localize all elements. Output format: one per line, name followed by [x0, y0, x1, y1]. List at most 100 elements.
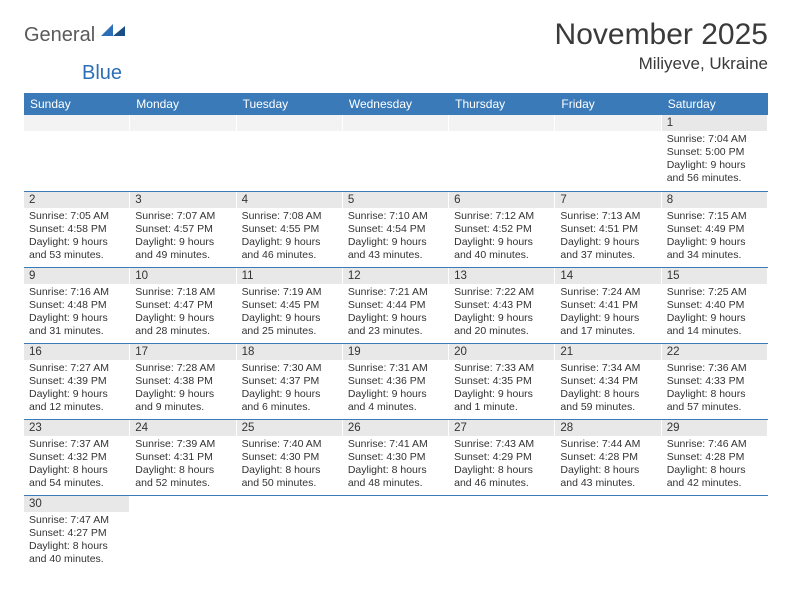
day-number: 1	[662, 115, 768, 131]
day-details: Sunrise: 7:05 AMSunset: 4:58 PMDaylight:…	[24, 208, 130, 267]
day-number: 19	[343, 344, 449, 360]
day-details: Sunrise: 7:43 AMSunset: 4:29 PMDaylight:…	[449, 436, 555, 495]
calendar-cell: 21Sunrise: 7:34 AMSunset: 4:34 PMDayligh…	[555, 343, 661, 419]
calendar-cell: 19Sunrise: 7:31 AMSunset: 4:36 PMDayligh…	[343, 343, 449, 419]
sunset-line: Sunset: 4:41 PM	[560, 299, 656, 312]
day-number: 8	[662, 192, 768, 208]
day-number: 27	[449, 420, 555, 436]
calendar-cell: 9Sunrise: 7:16 AMSunset: 4:48 PMDaylight…	[24, 267, 130, 343]
day-number: 21	[555, 344, 661, 360]
daylight-line: Daylight: 8 hours and 48 minutes.	[348, 464, 444, 490]
day-header: Sunday	[24, 93, 130, 115]
sunrise-line: Sunrise: 7:19 AM	[242, 286, 338, 299]
day-details: Sunrise: 7:13 AMSunset: 4:51 PMDaylight:…	[555, 208, 661, 267]
sunset-line: Sunset: 4:44 PM	[348, 299, 444, 312]
sunrise-line: Sunrise: 7:24 AM	[560, 286, 656, 299]
daylight-line: Daylight: 8 hours and 52 minutes.	[135, 464, 231, 490]
daylight-line: Daylight: 9 hours and 20 minutes.	[454, 312, 550, 338]
calendar-cell	[130, 495, 236, 571]
day-number: 18	[237, 344, 343, 360]
calendar-week: 16Sunrise: 7:27 AMSunset: 4:39 PMDayligh…	[24, 343, 768, 419]
daylight-line: Daylight: 9 hours and 34 minutes.	[667, 236, 763, 262]
sunset-line: Sunset: 4:45 PM	[242, 299, 338, 312]
day-details: Sunrise: 7:33 AMSunset: 4:35 PMDaylight:…	[449, 360, 555, 419]
sunset-line: Sunset: 4:35 PM	[454, 375, 550, 388]
day-details: Sunrise: 7:28 AMSunset: 4:38 PMDaylight:…	[130, 360, 236, 419]
day-header: Tuesday	[237, 93, 343, 115]
day-header-row: Sunday Monday Tuesday Wednesday Thursday…	[24, 93, 768, 115]
day-details: Sunrise: 7:16 AMSunset: 4:48 PMDaylight:…	[24, 284, 130, 343]
month-title: November 2025	[555, 18, 768, 52]
calendar-cell	[662, 495, 768, 571]
calendar-week: 9Sunrise: 7:16 AMSunset: 4:48 PMDaylight…	[24, 267, 768, 343]
sunrise-line: Sunrise: 7:21 AM	[348, 286, 444, 299]
daylight-line: Daylight: 9 hours and 28 minutes.	[135, 312, 231, 338]
day-details: Sunrise: 7:39 AMSunset: 4:31 PMDaylight:…	[130, 436, 236, 495]
day-number: 9	[24, 268, 130, 284]
day-details: Sunrise: 7:21 AMSunset: 4:44 PMDaylight:…	[343, 284, 449, 343]
day-number-empty	[449, 115, 555, 131]
day-number: 25	[237, 420, 343, 436]
day-details: Sunrise: 7:44 AMSunset: 4:28 PMDaylight:…	[555, 436, 661, 495]
daylight-line: Daylight: 9 hours and 56 minutes.	[667, 159, 763, 185]
daylight-line: Daylight: 8 hours and 40 minutes.	[29, 540, 125, 566]
day-header: Monday	[130, 93, 236, 115]
day-number: 10	[130, 268, 236, 284]
logo: General	[24, 24, 129, 47]
daylight-line: Daylight: 9 hours and 31 minutes.	[29, 312, 125, 338]
sunset-line: Sunset: 4:33 PM	[667, 375, 763, 388]
calendar-week: 2Sunrise: 7:05 AMSunset: 4:58 PMDaylight…	[24, 191, 768, 267]
calendar-cell	[343, 115, 449, 191]
daylight-line: Daylight: 8 hours and 42 minutes.	[667, 464, 763, 490]
calendar-cell	[130, 115, 236, 191]
daylight-line: Daylight: 9 hours and 25 minutes.	[242, 312, 338, 338]
calendar-cell: 16Sunrise: 7:27 AMSunset: 4:39 PMDayligh…	[24, 343, 130, 419]
sunrise-line: Sunrise: 7:40 AM	[242, 438, 338, 451]
daylight-line: Daylight: 9 hours and 17 minutes.	[560, 312, 656, 338]
daylight-line: Daylight: 9 hours and 23 minutes.	[348, 312, 444, 338]
day-details: Sunrise: 7:37 AMSunset: 4:32 PMDaylight:…	[24, 436, 130, 495]
day-number: 16	[24, 344, 130, 360]
daylight-line: Daylight: 9 hours and 9 minutes.	[135, 388, 231, 414]
daylight-line: Daylight: 8 hours and 46 minutes.	[454, 464, 550, 490]
calendar-cell: 6Sunrise: 7:12 AMSunset: 4:52 PMDaylight…	[449, 191, 555, 267]
calendar-cell: 3Sunrise: 7:07 AMSunset: 4:57 PMDaylight…	[130, 191, 236, 267]
calendar-cell: 15Sunrise: 7:25 AMSunset: 4:40 PMDayligh…	[662, 267, 768, 343]
calendar-page: General November 2025 Miliyeve, Ukraine …	[0, 0, 792, 589]
calendar-cell: 22Sunrise: 7:36 AMSunset: 4:33 PMDayligh…	[662, 343, 768, 419]
sunset-line: Sunset: 4:27 PM	[29, 527, 125, 540]
sunset-line: Sunset: 4:32 PM	[29, 451, 125, 464]
day-number: 28	[555, 420, 661, 436]
day-number: 7	[555, 192, 661, 208]
sunset-line: Sunset: 4:28 PM	[667, 451, 763, 464]
sunrise-line: Sunrise: 7:25 AM	[667, 286, 763, 299]
logo-text-blue: Blue	[82, 62, 122, 84]
day-details: Sunrise: 7:12 AMSunset: 4:52 PMDaylight:…	[449, 208, 555, 267]
calendar-cell: 17Sunrise: 7:28 AMSunset: 4:38 PMDayligh…	[130, 343, 236, 419]
daylight-line: Daylight: 9 hours and 40 minutes.	[454, 236, 550, 262]
calendar-cell: 26Sunrise: 7:41 AMSunset: 4:30 PMDayligh…	[343, 419, 449, 495]
day-number: 24	[130, 420, 236, 436]
sunset-line: Sunset: 4:37 PM	[242, 375, 338, 388]
day-details: Sunrise: 7:24 AMSunset: 4:41 PMDaylight:…	[555, 284, 661, 343]
sunset-line: Sunset: 4:54 PM	[348, 223, 444, 236]
sunset-line: Sunset: 4:34 PM	[560, 375, 656, 388]
day-header: Thursday	[449, 93, 555, 115]
calendar-week: 1Sunrise: 7:04 AMSunset: 5:00 PMDaylight…	[24, 115, 768, 191]
calendar-cell: 5Sunrise: 7:10 AMSunset: 4:54 PMDaylight…	[343, 191, 449, 267]
sunrise-line: Sunrise: 7:31 AM	[348, 362, 444, 375]
sunrise-line: Sunrise: 7:30 AM	[242, 362, 338, 375]
daylight-line: Daylight: 9 hours and 37 minutes.	[560, 236, 656, 262]
calendar-cell: 24Sunrise: 7:39 AMSunset: 4:31 PMDayligh…	[130, 419, 236, 495]
sunset-line: Sunset: 4:39 PM	[29, 375, 125, 388]
calendar-cell: 11Sunrise: 7:19 AMSunset: 4:45 PMDayligh…	[237, 267, 343, 343]
day-number: 13	[449, 268, 555, 284]
sunset-line: Sunset: 4:38 PM	[135, 375, 231, 388]
calendar-cell: 20Sunrise: 7:33 AMSunset: 4:35 PMDayligh…	[449, 343, 555, 419]
daylight-line: Daylight: 8 hours and 50 minutes.	[242, 464, 338, 490]
day-details: Sunrise: 7:10 AMSunset: 4:54 PMDaylight:…	[343, 208, 449, 267]
calendar-cell: 23Sunrise: 7:37 AMSunset: 4:32 PMDayligh…	[24, 419, 130, 495]
calendar-cell: 28Sunrise: 7:44 AMSunset: 4:28 PMDayligh…	[555, 419, 661, 495]
day-details: Sunrise: 7:27 AMSunset: 4:39 PMDaylight:…	[24, 360, 130, 419]
day-number: 15	[662, 268, 768, 284]
